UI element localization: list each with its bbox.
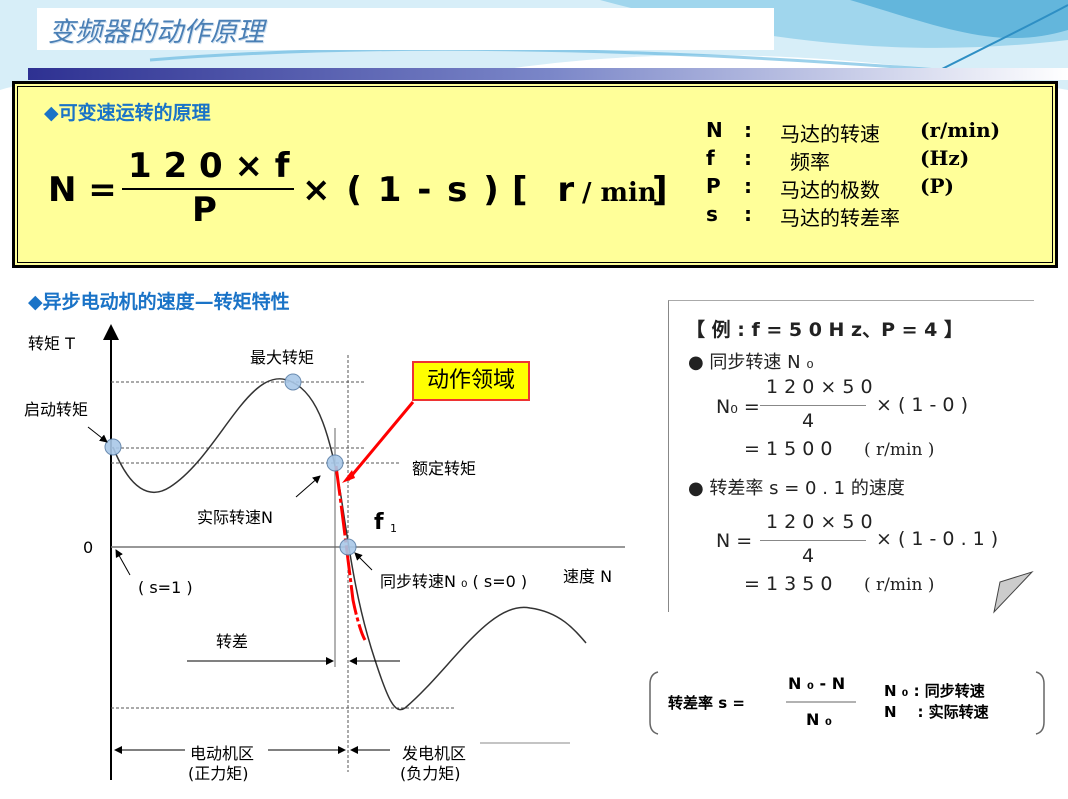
example-bullet-1: ● 同步转速 N ₀ xyxy=(688,352,814,373)
legend-desc: 马达的极数 xyxy=(780,178,880,202)
torque-speed-diagram xyxy=(87,324,625,780)
f1-label: f xyxy=(374,510,384,535)
actual-speed-arrow xyxy=(295,475,321,498)
legend-desc: 频率 xyxy=(790,150,830,174)
formula-numerator: 1 2 0 × f xyxy=(128,146,290,186)
slip-def-legend-1: N ₀ : 同步转速 xyxy=(884,682,985,700)
example-f2-unit: ( r/min ) xyxy=(864,575,935,595)
rated-torque-label: 额定转矩 xyxy=(412,459,477,478)
legend-sym: P xyxy=(706,174,721,198)
example-f1-unit: ( r/min ) xyxy=(864,440,935,460)
s1-arrow xyxy=(115,549,131,576)
y-axis-label: 转矩 T xyxy=(28,334,75,353)
unit-close: ] xyxy=(652,170,668,210)
example-f1-result: = 1 5 0 0 xyxy=(744,438,833,460)
example-f2-den: 4 xyxy=(802,545,815,567)
start-torque-point xyxy=(104,438,122,456)
callout-arrowhead xyxy=(342,470,355,483)
max-torque-point xyxy=(284,373,302,391)
example-f1-den: 4 xyxy=(802,410,815,432)
gen-zone-label: 发电机区 xyxy=(402,744,467,763)
example-bullet-2: ● 转差率 s = 0 . 1 的速度 xyxy=(688,478,905,499)
example-f2-lhs: N = xyxy=(716,530,753,552)
legend-sep: : xyxy=(744,146,752,170)
fraction-line xyxy=(760,405,866,406)
example-f2-num: 1 2 0 × 5 0 xyxy=(766,511,873,533)
max-torque-label: 最大转矩 xyxy=(250,348,315,367)
slip-definition-brackets xyxy=(649,671,1045,735)
page-curl-icon xyxy=(993,570,1034,614)
principle-heading: ◆可变速运转的原理 xyxy=(44,102,211,124)
motor-zone-sub: (正力矩) xyxy=(188,764,249,783)
formula-denominator: P xyxy=(192,190,217,230)
example-f1-lhs: N₀ = xyxy=(716,396,760,418)
slip-def-den: N ₀ xyxy=(806,710,832,729)
example-header: 【 例 : f = 5 0 H z、P = 4 】 xyxy=(686,319,964,341)
s1-label: ( s=1 ) xyxy=(138,578,193,597)
sync-point xyxy=(339,538,357,556)
zero-label: 0 xyxy=(83,538,94,557)
title-box xyxy=(37,8,774,50)
motor-zone-label: 电动机区 xyxy=(190,744,255,763)
fraction-line xyxy=(122,188,294,190)
start-torque-label: 启动转矩 xyxy=(24,400,89,419)
legend-sym: f xyxy=(706,146,715,170)
legend-sep: : xyxy=(744,174,752,198)
characteristic-heading: ◆异步电动机的速度—转矩特性 xyxy=(28,291,290,313)
formula-rest: × ( 1 - s ) xyxy=(302,170,499,210)
example-f2-result: = 1 3 5 0 xyxy=(744,573,833,595)
example-panel xyxy=(668,300,1034,612)
slip-def-lhs: 转差率 s = xyxy=(668,694,745,712)
example-f1-num: 1 2 0 × 5 0 xyxy=(766,376,873,398)
example-f1-rest: × ( 1 - 0 ) xyxy=(876,394,968,416)
legend-unit: (r/min) xyxy=(920,118,1001,142)
legend-sym: s xyxy=(706,202,718,226)
slip-label: 转差 xyxy=(216,632,249,651)
x-axis-label: 速度 N xyxy=(563,567,613,586)
start-torque-arrow xyxy=(87,426,108,443)
legend-desc: 马达的转差率 xyxy=(780,206,900,230)
slide-title: 变频器的动作原理 xyxy=(48,17,264,48)
slip-def-num: N ₀ - N xyxy=(788,674,846,693)
example-f2-rest: × ( 1 - 0 . 1 ) xyxy=(876,528,999,550)
legend-sep: : xyxy=(744,118,752,142)
legend-sym: N xyxy=(706,118,723,142)
operating-region-callout: 动作领域 xyxy=(412,361,530,401)
legend-unit: (Hz) xyxy=(920,146,970,170)
fraction-line xyxy=(760,540,866,541)
actual-speed-label: 实际转速N xyxy=(197,508,273,527)
legend-desc: 马达的转速 xyxy=(780,122,880,146)
unit-slash: / min xyxy=(582,178,657,208)
unit-open: [ r xyxy=(512,170,575,210)
principle-box xyxy=(12,81,1058,268)
legend-sep: : xyxy=(744,202,752,226)
title-bar xyxy=(28,68,1068,80)
sync-speed-label: 同步转速N ₀ ( s=0 ) xyxy=(380,572,528,591)
formula-lhs: N = xyxy=(48,170,117,210)
legend-unit: (P) xyxy=(920,174,954,198)
slip-def-legend-2: N : 实际转速 xyxy=(884,703,989,721)
sync-arrow xyxy=(354,552,373,571)
gen-zone-sub: (负力矩) xyxy=(400,764,461,783)
rated-point xyxy=(326,454,344,472)
f1-subscript: 1 xyxy=(390,522,397,535)
callout-arrow xyxy=(346,401,415,481)
operating-region-curve xyxy=(334,465,367,641)
